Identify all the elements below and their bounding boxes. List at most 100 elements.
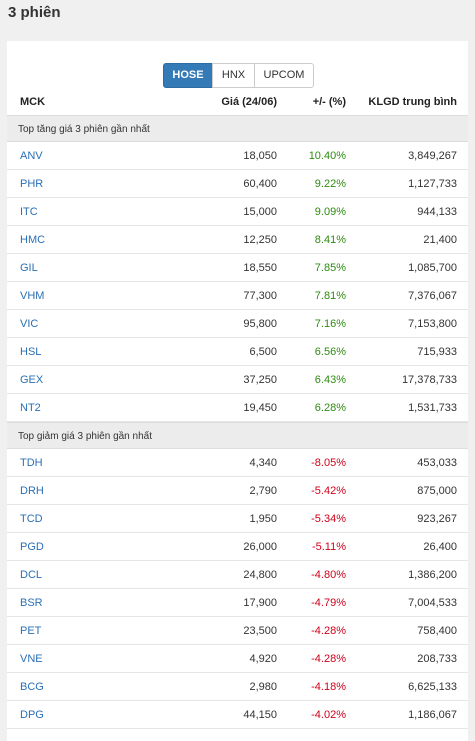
avg-volume-cell: 21,400 [423, 234, 457, 246]
stock-symbol-link[interactable]: PET [20, 625, 42, 637]
stock-symbol-link[interactable]: GEX [20, 374, 44, 386]
stock-symbol-link[interactable]: VHM [20, 290, 45, 302]
price-cell: 18,050 [243, 150, 277, 162]
stock-symbol-link[interactable]: DPG [20, 709, 44, 721]
stock-table-body: Top tăng giá 3 phiên gần nhất ANV 18,050 10… [7, 115, 468, 729]
avg-volume-cell: 26,400 [423, 541, 457, 553]
change-percent-cell: 8.41% [314, 234, 346, 246]
price-cell: 12,250 [243, 234, 277, 246]
price-cell: 77,300 [243, 290, 277, 302]
table-row: DPG 44,150 -4.02% 1,186,067 [7, 701, 468, 729]
stock-symbol-link[interactable]: ANV [20, 150, 43, 162]
table-row: DRH 2,790 -5.42% 875,000 [7, 477, 468, 505]
table-row: PHR 60,400 9.22% 1,127,733 [7, 170, 468, 198]
price-cell: 17,900 [243, 597, 277, 609]
table-row: VHM 77,300 7.81% 7,376,067 [7, 282, 468, 310]
price-cell: 19,450 [243, 402, 277, 414]
table-row: BSR 17,900 -4.79% 7,004,533 [7, 589, 468, 617]
price-cell: 44,150 [243, 709, 277, 721]
table-row: ITC 15,000 9.09% 944,133 [7, 198, 468, 226]
stock-symbol-link[interactable]: DCL [20, 569, 43, 581]
stock-symbol-link[interactable]: PGD [20, 541, 44, 553]
avg-volume-cell: 758,400 [417, 625, 457, 637]
price-cell: 2,980 [249, 681, 277, 693]
stock-symbol-link[interactable]: PHR [20, 178, 44, 190]
change-percent-cell: 7.85% [314, 262, 346, 274]
avg-volume-cell: 7,153,800 [408, 318, 457, 330]
avg-volume-cell: 7,004,533 [408, 597, 457, 609]
avg-volume-cell: 3,849,267 [408, 150, 457, 162]
page-title: 3 phiên [8, 4, 61, 21]
table-row: HSL 6,500 6.56% 715,933 [7, 338, 468, 366]
change-percent-cell: 7.81% [314, 290, 346, 302]
change-percent-cell: -5.42% [311, 485, 346, 497]
table-row: DCL 24,800 -4.80% 1,386,200 [7, 561, 468, 589]
change-percent-cell: 6.43% [314, 374, 346, 386]
stock-symbol-link[interactable]: VNE [20, 653, 43, 665]
avg-volume-cell: 1,085,700 [408, 262, 457, 274]
change-percent-cell: -5.34% [311, 513, 346, 525]
tab-hose[interactable]: HOSE [163, 63, 213, 88]
change-percent-cell: -4.28% [311, 653, 346, 665]
change-percent-cell: -4.02% [311, 709, 346, 721]
tab-upcom[interactable]: UPCOM [254, 63, 314, 88]
stock-symbol-link[interactable]: VIC [20, 318, 39, 330]
price-cell: 37,250 [243, 374, 277, 386]
table-row: GIL 18,550 7.85% 1,085,700 [7, 254, 468, 282]
avg-volume-cell: 17,378,733 [401, 374, 457, 386]
change-percent-cell: -4.79% [311, 597, 346, 609]
stock-symbol-link[interactable]: HSL [20, 346, 42, 358]
avg-volume-cell: 6,625,133 [408, 681, 457, 693]
avg-volume-cell: 923,267 [417, 513, 457, 525]
avg-volume-cell: 1,127,733 [408, 178, 457, 190]
price-cell: 24,800 [243, 569, 277, 581]
change-percent-cell: 7.16% [314, 318, 346, 330]
change-percent-cell: 6.28% [314, 402, 346, 414]
stock-symbol-link[interactable]: GIL [20, 262, 38, 274]
stock-symbol-link[interactable]: ITC [20, 206, 38, 218]
stock-symbol-link[interactable]: HMC [20, 234, 46, 246]
change-percent-cell: -4.80% [311, 569, 346, 581]
exchange-tabs: HOSE HNX UPCOM [163, 63, 314, 88]
stock-ranking-panel: HOSE HNX UPCOM MCK Giá (24/06) +/- (%) K… [7, 41, 468, 741]
table-row: BCG 2,980 -4.18% 6,625,133 [7, 673, 468, 701]
column-header-symbol: MCK [20, 96, 46, 108]
stock-symbol-link[interactable]: TDH [20, 457, 43, 469]
price-cell: 4,920 [249, 653, 277, 665]
table-row: NT2 19,450 6.28% 1,531,733 [7, 394, 468, 422]
table-row: ANV 18,050 10.40% 3,849,267 [7, 142, 468, 170]
price-cell: 4,340 [249, 457, 277, 469]
stock-symbol-link[interactable]: TCD [20, 513, 43, 525]
avg-volume-cell: 7,376,067 [408, 290, 457, 302]
table-header: MCK Giá (24/06) +/- (%) KLGD trung bình [7, 92, 468, 114]
avg-volume-cell: 875,000 [417, 485, 457, 497]
avg-volume-cell: 1,531,733 [408, 402, 457, 414]
table-row: TDH 4,340 -8.05% 453,033 [7, 449, 468, 477]
change-percent-cell: 6.56% [314, 346, 346, 358]
table-row: PGD 26,000 -5.11% 26,400 [7, 533, 468, 561]
avg-volume-cell: 715,933 [417, 346, 457, 358]
price-cell: 6,500 [249, 346, 277, 358]
stock-symbol-link[interactable]: NT2 [20, 402, 41, 414]
column-header-price: Giá (24/06) [221, 96, 277, 108]
price-cell: 18,550 [243, 262, 277, 274]
change-percent-cell: 9.09% [314, 206, 346, 218]
section-title: Top tăng giá 3 phiên gần nhất [18, 124, 150, 135]
stock-symbol-link[interactable]: DRH [20, 485, 44, 497]
avg-volume-cell: 453,033 [417, 457, 457, 469]
price-cell: 60,400 [243, 178, 277, 190]
table-row: GEX 37,250 6.43% 17,378,733 [7, 366, 468, 394]
tab-hnx[interactable]: HNX [212, 63, 255, 88]
stock-symbol-link[interactable]: BCG [20, 681, 44, 693]
column-header-change: +/- (%) [312, 96, 346, 108]
table-row: HMC 12,250 8.41% 21,400 [7, 226, 468, 254]
change-percent-cell: 9.22% [314, 178, 346, 190]
price-cell: 15,000 [243, 206, 277, 218]
price-cell: 23,500 [243, 625, 277, 637]
change-percent-cell: -5.11% [311, 541, 346, 553]
section-header: Top giảm giá 3 phiên gần nhất [7, 422, 468, 449]
price-cell: 26,000 [243, 541, 277, 553]
stock-symbol-link[interactable]: BSR [20, 597, 43, 609]
avg-volume-cell: 208,733 [417, 653, 457, 665]
table-row: PET 23,500 -4.28% 758,400 [7, 617, 468, 645]
